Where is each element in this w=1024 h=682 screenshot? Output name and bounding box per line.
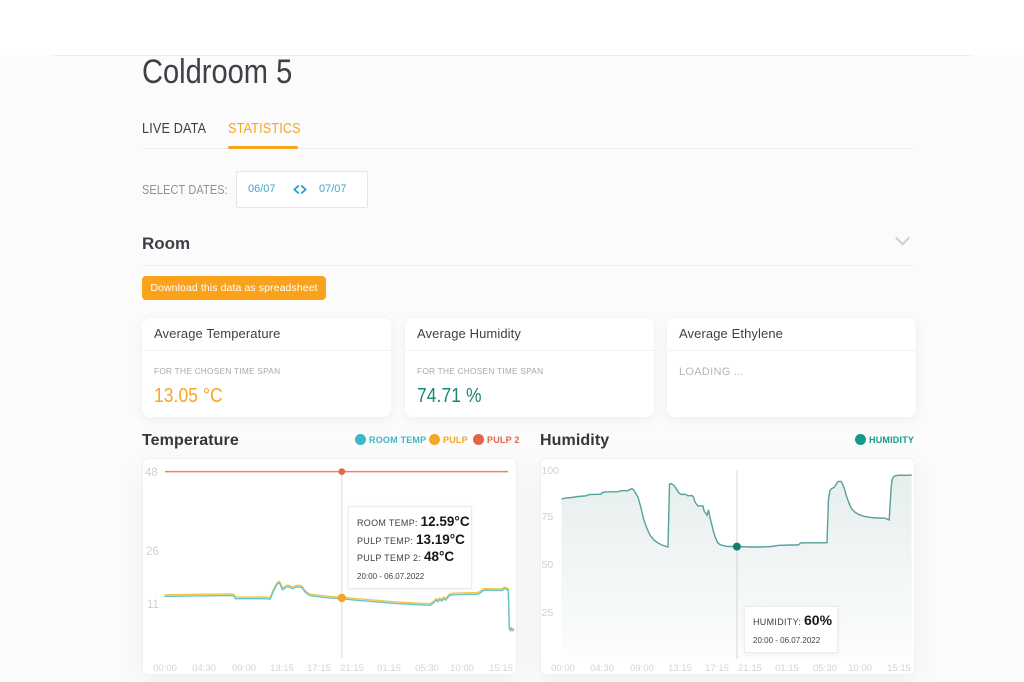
svg-text:10:00: 10:00 — [848, 663, 872, 674]
svg-text:17:15: 17:15 — [705, 663, 729, 674]
svg-text:100: 100 — [542, 465, 560, 477]
svg-text:11: 11 — [147, 599, 159, 611]
svg-text:05:30: 05:30 — [415, 663, 439, 674]
svg-text:09:00: 09:00 — [630, 663, 654, 674]
svg-text:50: 50 — [542, 559, 554, 571]
svg-text:21:15: 21:15 — [738, 663, 762, 674]
svg-text:48: 48 — [145, 467, 158, 479]
svg-text:15:15: 15:15 — [887, 663, 911, 674]
svg-text:13:15: 13:15 — [270, 663, 294, 674]
svg-text:09:00: 09:00 — [232, 663, 256, 674]
svg-text:01:15: 01:15 — [775, 663, 799, 674]
svg-text:21:15: 21:15 — [340, 663, 364, 674]
svg-text:04:30: 04:30 — [590, 663, 614, 674]
svg-text:26: 26 — [146, 546, 159, 558]
svg-text:17:15: 17:15 — [307, 663, 331, 674]
svg-text:25: 25 — [542, 607, 554, 619]
svg-text:10:00: 10:00 — [450, 663, 474, 674]
svg-text:05:30: 05:30 — [813, 663, 837, 674]
svg-text:04:30: 04:30 — [192, 663, 216, 674]
svg-text:13:15: 13:15 — [668, 663, 692, 674]
svg-text:15:15: 15:15 — [489, 663, 513, 674]
svg-text:75: 75 — [542, 511, 554, 523]
svg-text:01:15: 01:15 — [377, 663, 401, 674]
svg-text:00:00: 00:00 — [153, 663, 177, 674]
svg-text:00:00: 00:00 — [551, 663, 575, 674]
